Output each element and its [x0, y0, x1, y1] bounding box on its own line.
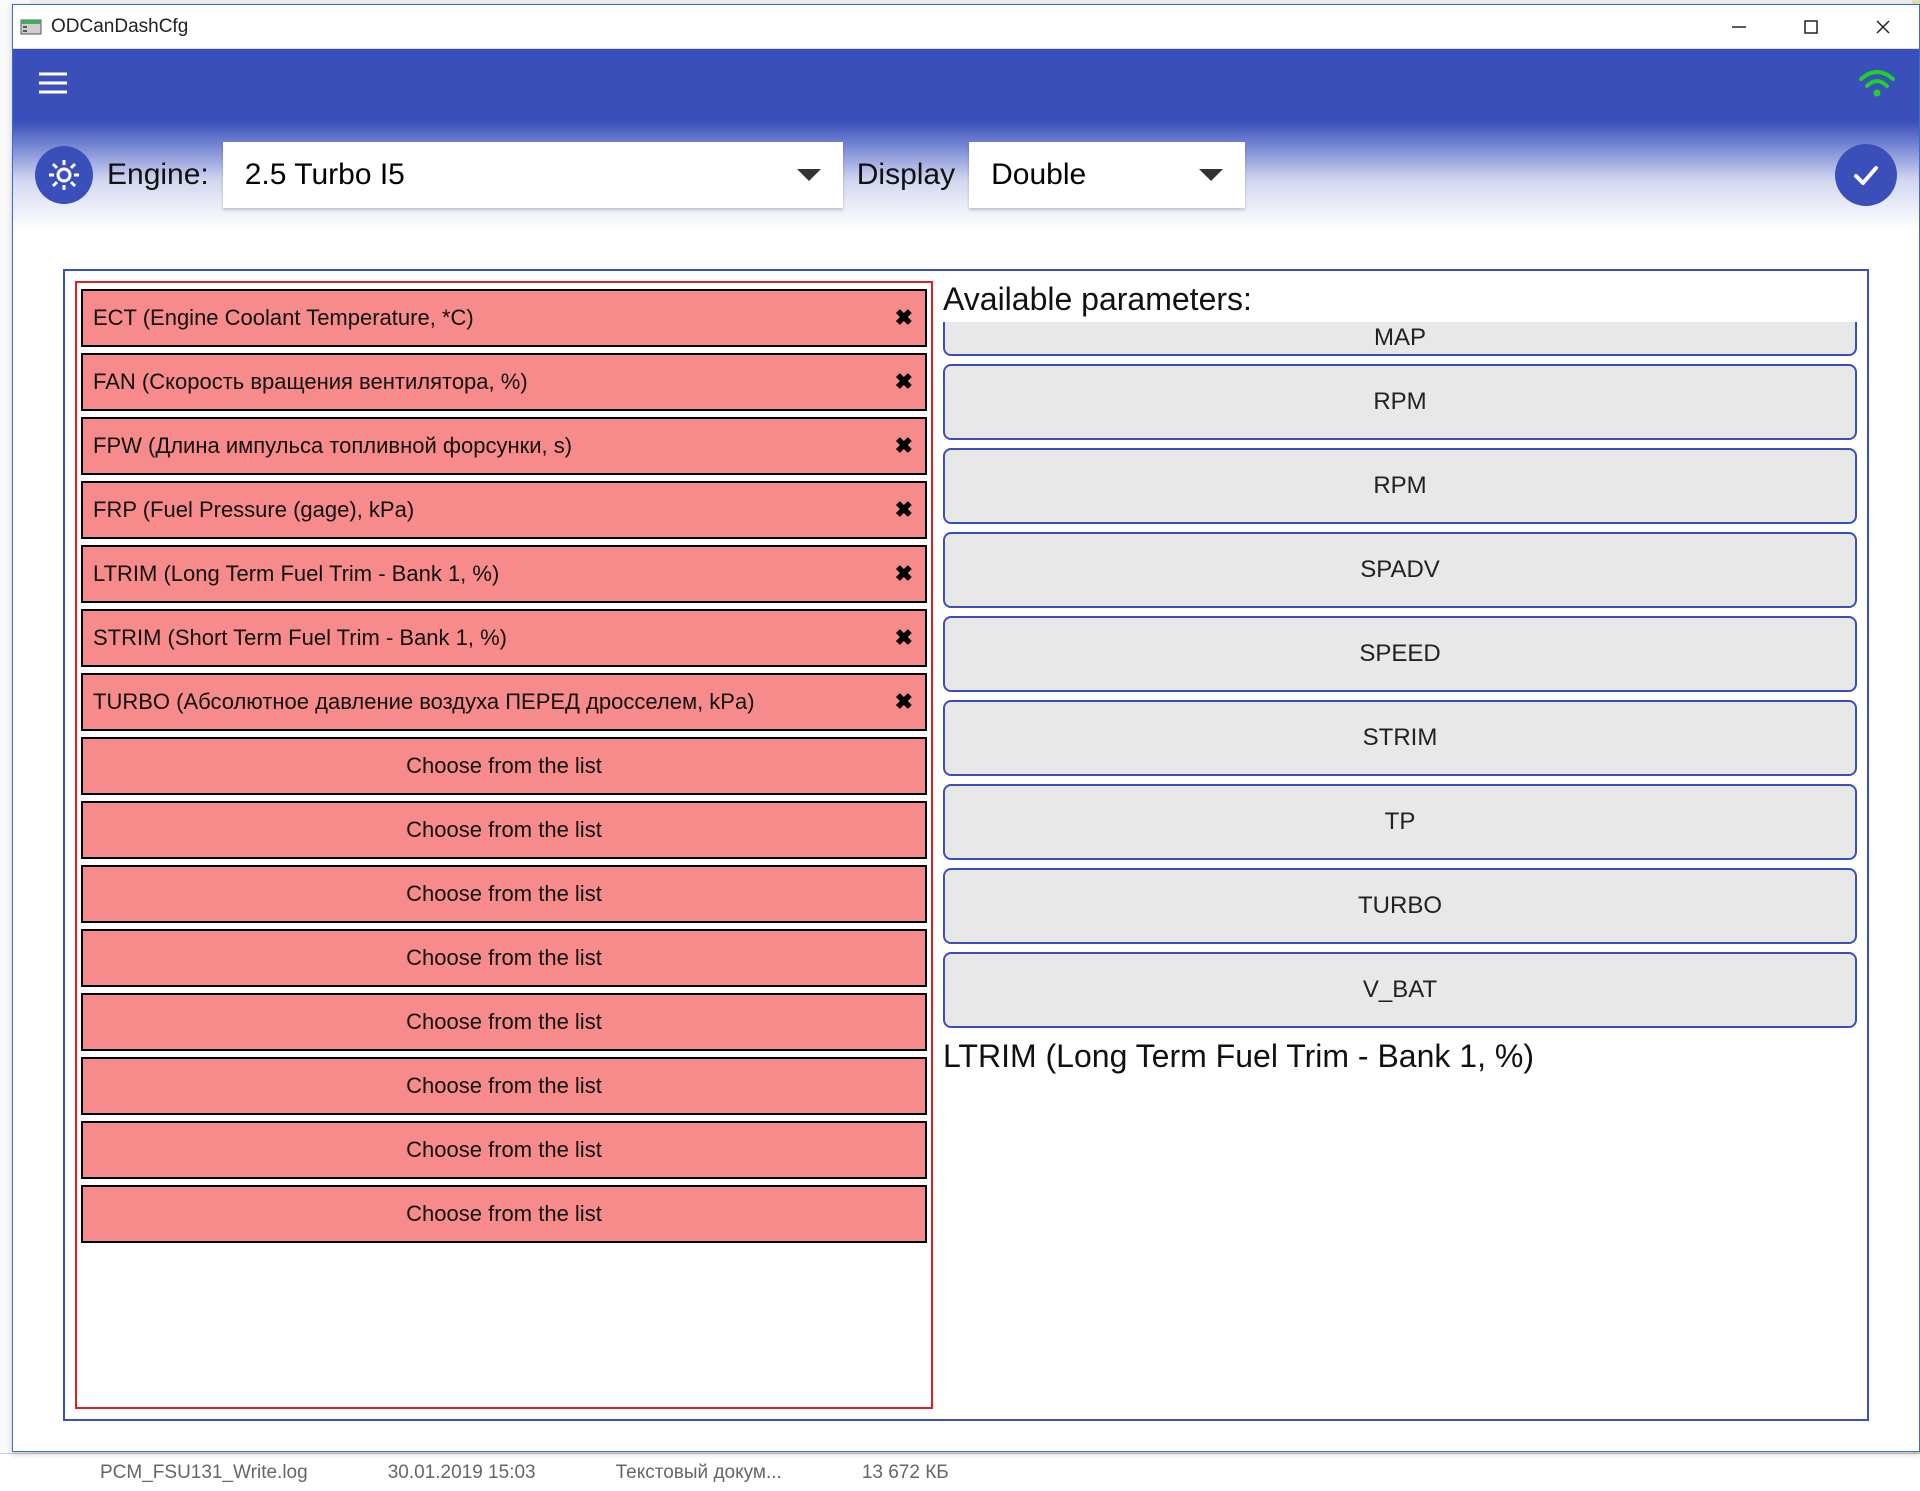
chevron-down-icon: [1199, 169, 1223, 181]
confirm-button[interactable]: [1835, 144, 1897, 206]
choose-slot[interactable]: Choose from the list: [81, 1185, 927, 1243]
minimize-button[interactable]: [1703, 5, 1775, 49]
choose-slot[interactable]: Choose from the list: [81, 1057, 927, 1115]
remove-icon[interactable]: ✖: [895, 433, 913, 459]
available-item-label: SPADV: [1360, 556, 1440, 584]
choose-label: Choose from the list: [406, 1009, 602, 1035]
engine-label: Engine:: [107, 158, 209, 192]
app-header: [13, 49, 1919, 121]
available-item-label: TP: [1385, 808, 1416, 836]
toolbar: Engine: 2.5 Turbo I5 Display Double: [13, 121, 1919, 229]
file-type: Текстовый докум...: [616, 1462, 782, 1484]
available-item-label: STRIM: [1363, 724, 1438, 752]
check-icon: [1848, 157, 1884, 193]
display-value: Double: [991, 158, 1086, 192]
remove-icon[interactable]: ✖: [895, 497, 913, 523]
choose-label: Choose from the list: [406, 945, 602, 971]
file-size: 13 672 КБ: [862, 1462, 949, 1484]
available-column: Available parameters: MAP RPM RPM SPADV …: [939, 281, 1857, 1409]
menu-icon[interactable]: [35, 65, 71, 106]
available-list: MAP RPM RPM SPADV SPEED STRIM TP TURBO V…: [943, 322, 1857, 1028]
choose-slot[interactable]: Choose from the list: [81, 801, 927, 859]
available-item[interactable]: MAP: [943, 322, 1857, 356]
available-item[interactable]: RPM: [943, 448, 1857, 524]
parameter-detail: LTRIM (Long Term Fuel Trim - Bank 1, %): [943, 1038, 1857, 1075]
choose-label: Choose from the list: [406, 1201, 602, 1227]
choose-slot[interactable]: Choose from the list: [81, 865, 927, 923]
file-name: PCM_FSU131_Write.log: [100, 1462, 308, 1484]
remove-icon[interactable]: ✖: [895, 561, 913, 587]
window-title: ODCanDashCfg: [51, 16, 188, 38]
titlebar: ODCanDashCfg: [13, 5, 1919, 49]
available-item-label: MAP: [1374, 324, 1426, 352]
remove-icon[interactable]: ✖: [895, 625, 913, 651]
parameter-label: FRP (Fuel Pressure (gage), kPa): [93, 497, 414, 523]
parameter-slot[interactable]: ECT (Engine Coolant Temperature, *C) ✖: [81, 289, 927, 347]
chevron-down-icon: [797, 169, 821, 181]
parameter-slot[interactable]: FPW (Длина импульса топливной форсунки, …: [81, 417, 927, 475]
gear-icon: [47, 158, 81, 192]
parameter-label: FAN (Скорость вращения вентилятора, %): [93, 369, 528, 395]
choose-slot[interactable]: Choose from the list: [81, 993, 927, 1051]
main-panel: ECT (Engine Coolant Temperature, *C) ✖ F…: [63, 269, 1869, 1421]
choose-label: Choose from the list: [406, 817, 602, 843]
available-item[interactable]: TURBO: [943, 868, 1857, 944]
choose-slot[interactable]: Choose from the list: [81, 929, 927, 987]
parameter-slot[interactable]: LTRIM (Long Term Fuel Trim - Bank 1, %) …: [81, 545, 927, 603]
parameter-label: ECT (Engine Coolant Temperature, *C): [93, 305, 474, 331]
available-title: Available parameters:: [943, 281, 1857, 318]
remove-icon[interactable]: ✖: [895, 369, 913, 395]
parameter-label: TURBO (Абсолютное давление воздуха ПЕРЕД…: [93, 689, 755, 715]
available-item[interactable]: SPEED: [943, 616, 1857, 692]
parameter-label: LTRIM (Long Term Fuel Trim - Bank 1, %): [93, 561, 499, 587]
parameter-label: FPW (Длина импульса топливной форсунки, …: [93, 433, 572, 459]
choose-slot[interactable]: Choose from the list: [81, 1121, 927, 1179]
close-button[interactable]: [1847, 5, 1919, 49]
engine-select[interactable]: 2.5 Turbo I5: [223, 142, 843, 208]
available-item[interactable]: SPADV: [943, 532, 1857, 608]
wifi-icon: [1857, 67, 1897, 104]
parameter-slot[interactable]: FAN (Скорость вращения вентилятора, %) ✖: [81, 353, 927, 411]
settings-button[interactable]: [35, 146, 93, 204]
choose-slot[interactable]: Choose from the list: [81, 737, 927, 795]
parameter-label: STRIM (Short Term Fuel Trim - Bank 1, %): [93, 625, 507, 651]
available-item-label: V_BAT: [1363, 976, 1437, 1004]
parameter-slot[interactable]: FRP (Fuel Pressure (gage), kPa) ✖: [81, 481, 927, 539]
available-item[interactable]: RPM: [943, 364, 1857, 440]
explorer-row-hint: PCM_FSU131_Write.log 30.01.2019 15:03 Те…: [0, 1453, 1920, 1491]
file-date: 30.01.2019 15:03: [388, 1462, 536, 1484]
main-window: ODCanDashCfg: [12, 4, 1920, 1452]
display-select[interactable]: Double: [969, 142, 1245, 208]
selected-parameters-list: ECT (Engine Coolant Temperature, *C) ✖ F…: [75, 281, 933, 1409]
app-icon: [19, 15, 43, 39]
choose-label: Choose from the list: [406, 881, 602, 907]
available-item[interactable]: TP: [943, 784, 1857, 860]
maximize-button[interactable]: [1775, 5, 1847, 49]
remove-icon[interactable]: ✖: [895, 689, 913, 715]
engine-value: 2.5 Turbo I5: [245, 158, 405, 192]
remove-icon[interactable]: ✖: [895, 305, 913, 331]
available-item-label: RPM: [1373, 388, 1426, 416]
parameter-slot[interactable]: TURBO (Абсолютное давление воздуха ПЕРЕД…: [81, 673, 927, 731]
display-label: Display: [857, 158, 955, 192]
available-item-label: TURBO: [1358, 892, 1442, 920]
available-item[interactable]: STRIM: [943, 700, 1857, 776]
choose-label: Choose from the list: [406, 1137, 602, 1163]
available-item-label: SPEED: [1359, 640, 1440, 668]
content-area: ECT (Engine Coolant Temperature, *C) ✖ F…: [13, 229, 1919, 1451]
parameter-slot[interactable]: STRIM (Short Term Fuel Trim - Bank 1, %)…: [81, 609, 927, 667]
available-item-label: RPM: [1373, 472, 1426, 500]
choose-label: Choose from the list: [406, 753, 602, 779]
available-item[interactable]: V_BAT: [943, 952, 1857, 1028]
choose-label: Choose from the list: [406, 1073, 602, 1099]
